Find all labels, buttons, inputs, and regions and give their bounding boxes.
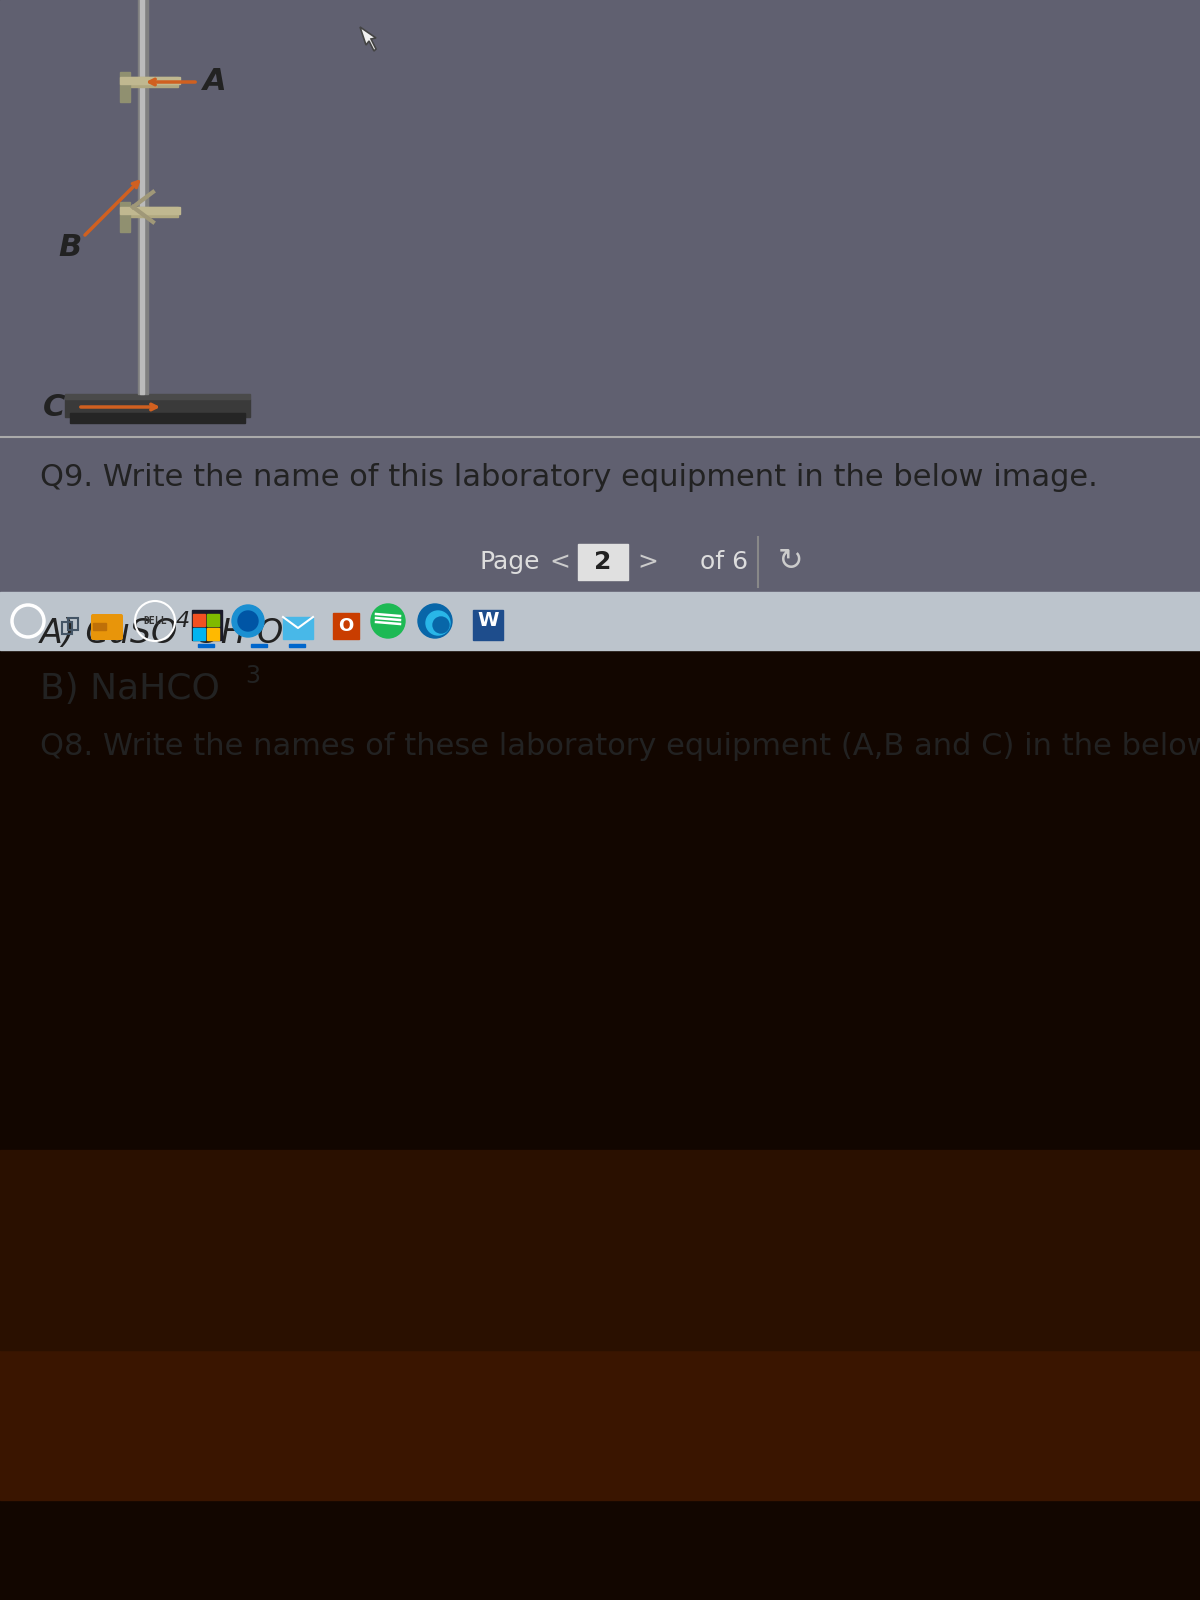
Bar xyxy=(208,627,220,640)
Bar xyxy=(193,627,205,640)
Bar xyxy=(124,77,178,86)
Bar xyxy=(120,77,180,83)
Bar xyxy=(0,1200,1200,1501)
Circle shape xyxy=(238,611,258,630)
Text: B) NaHCO: B) NaHCO xyxy=(40,672,220,706)
Bar xyxy=(62,622,72,634)
Text: >: > xyxy=(637,550,659,574)
Bar xyxy=(65,394,250,398)
Text: <: < xyxy=(550,550,570,574)
Bar xyxy=(120,72,130,102)
Bar xyxy=(68,618,78,630)
Bar xyxy=(94,622,106,630)
Text: ↻: ↻ xyxy=(778,547,803,576)
Bar xyxy=(198,643,214,646)
Text: 4: 4 xyxy=(176,611,190,630)
Bar xyxy=(0,650,1200,1600)
Bar xyxy=(208,614,220,626)
Text: DELL: DELL xyxy=(143,616,167,626)
Circle shape xyxy=(232,605,264,637)
Bar xyxy=(283,618,313,638)
Text: of 6: of 6 xyxy=(700,550,748,574)
Circle shape xyxy=(433,618,449,634)
Text: A) CuSO: A) CuSO xyxy=(40,618,179,650)
Text: Q9. Write the name of this laboratory equipment in the below image.: Q9. Write the name of this laboratory eq… xyxy=(40,462,1098,491)
Bar xyxy=(192,610,222,640)
Text: Page: Page xyxy=(480,550,540,574)
Bar xyxy=(473,610,503,640)
Bar xyxy=(334,613,359,638)
Text: O: O xyxy=(338,618,354,635)
Circle shape xyxy=(371,603,406,638)
Text: 2: 2 xyxy=(594,550,612,574)
Bar xyxy=(140,0,144,394)
Polygon shape xyxy=(360,27,376,51)
Circle shape xyxy=(426,611,450,635)
Bar xyxy=(289,643,305,646)
Text: ·5H: ·5H xyxy=(190,618,246,650)
Bar xyxy=(138,0,148,394)
Bar xyxy=(0,0,1200,592)
Bar xyxy=(120,202,130,232)
Bar xyxy=(578,544,628,579)
Bar xyxy=(0,592,1200,650)
Bar xyxy=(0,1150,1200,1350)
Text: 3: 3 xyxy=(245,664,260,688)
Bar xyxy=(193,614,205,626)
Text: B: B xyxy=(58,232,82,261)
Bar xyxy=(70,413,245,422)
Bar xyxy=(65,398,250,418)
Text: O: O xyxy=(257,618,283,650)
Bar xyxy=(124,206,178,218)
Text: W: W xyxy=(478,611,499,630)
Text: Q8. Write the names of these laboratory equipment (A,B and C) in the below: Q8. Write the names of these laboratory … xyxy=(40,733,1200,762)
Text: A: A xyxy=(203,67,227,96)
Bar xyxy=(120,206,180,214)
Circle shape xyxy=(418,603,452,638)
Text: C: C xyxy=(43,392,65,421)
FancyBboxPatch shape xyxy=(91,614,124,640)
Bar xyxy=(251,643,266,646)
Text: 2: 2 xyxy=(244,611,258,630)
